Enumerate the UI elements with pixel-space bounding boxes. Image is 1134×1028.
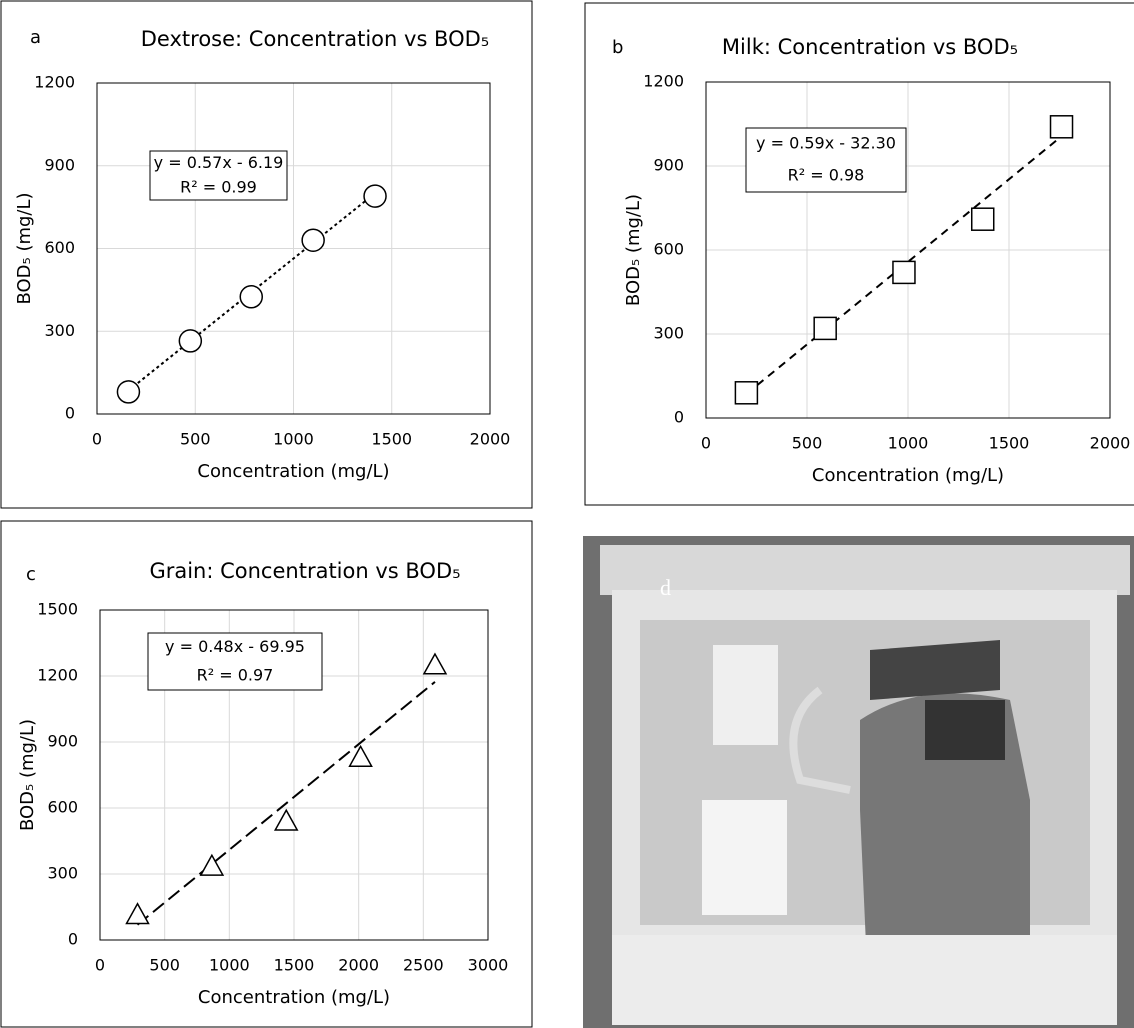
chart-panel: 0 500 1000 1500 2000 0 300 600 900 1200 Milk: Conc… bbox=[584, 2, 1134, 506]
y-tick-label: 0 bbox=[68, 930, 78, 949]
y-tick-label: 600 bbox=[44, 238, 75, 257]
annotation-box bbox=[745, 127, 907, 193]
y-axis-label: BOD₅ (mg/L) bbox=[14, 192, 35, 304]
y-tick-label: 300 bbox=[47, 864, 78, 883]
point bbox=[239, 285, 264, 309]
x-tick-label: 2000 bbox=[470, 430, 511, 449]
x-tick-label: 2000 bbox=[338, 956, 379, 975]
chart-title: Dextrose: Concentration vs BOD₅ bbox=[141, 27, 489, 51]
box-front bbox=[612, 935, 1117, 1025]
annotation: R² = 0.97 bbox=[197, 665, 274, 684]
panel-label: d bbox=[660, 575, 671, 600]
x-tick-label: 1500 bbox=[371, 430, 412, 449]
x-axis-label: Concentration (mg/L) bbox=[197, 461, 389, 482]
x-tick-label: 500 bbox=[149, 956, 180, 975]
x-tick-label: 2000 bbox=[1090, 434, 1131, 453]
point bbox=[301, 228, 325, 252]
panel-border bbox=[0, 0, 533, 509]
sampler-panel bbox=[925, 700, 1005, 760]
x-axis-label: Concentration (mg/L) bbox=[198, 987, 390, 1008]
point bbox=[273, 808, 299, 831]
panel-label: a bbox=[30, 27, 41, 48]
y-tick-label: 1200 bbox=[37, 666, 78, 685]
point bbox=[363, 184, 387, 208]
panel-label: c bbox=[26, 564, 36, 585]
point bbox=[125, 902, 150, 925]
pump bbox=[870, 640, 1000, 700]
y-tick-label: 0 bbox=[65, 404, 75, 423]
x-tick-label: 1500 bbox=[274, 956, 315, 975]
plot-area bbox=[705, 81, 1111, 419]
trendline bbox=[136, 681, 436, 926]
y-tick-label: 600 bbox=[653, 240, 684, 259]
sampler bbox=[860, 693, 1030, 990]
y-tick-label: 900 bbox=[47, 732, 78, 751]
chart-panel: 0 500 1000 1500 2000 2500 3000 0 300 600 900 1200 15… bbox=[0, 520, 533, 1028]
annotation-box bbox=[149, 150, 288, 201]
annotation: R² = 0.98 bbox=[788, 166, 865, 185]
x-tick-label: 2500 bbox=[403, 956, 444, 975]
container bbox=[702, 800, 787, 915]
x-tick-label: 1000 bbox=[273, 430, 314, 449]
y-axis-label: BOD₅ (mg/L) bbox=[623, 194, 644, 306]
point bbox=[813, 316, 837, 341]
chart-panel: 0 500 1000 1500 2000 0 300 600 900 1200 Dextrose: … bbox=[0, 0, 533, 509]
annotation: y = 0.59x - 32.30 bbox=[756, 134, 896, 153]
x-tick-label: 0 bbox=[95, 956, 105, 975]
point bbox=[422, 652, 448, 675]
point bbox=[348, 744, 373, 767]
x-tick-label: 500 bbox=[180, 430, 211, 449]
x-tick-label: 3000 bbox=[468, 956, 509, 975]
panel-border bbox=[0, 520, 533, 1028]
annotation: y = 0.57x - 6.19 bbox=[154, 153, 284, 172]
y-tick-label: 900 bbox=[653, 156, 684, 175]
x-tick-label: 1500 bbox=[989, 434, 1030, 453]
photo-panel: d bbox=[583, 536, 1134, 1028]
point bbox=[892, 260, 916, 285]
point bbox=[734, 381, 759, 405]
point bbox=[1049, 115, 1074, 139]
plot-area bbox=[96, 82, 491, 415]
y-tick-label: 1200 bbox=[34, 73, 75, 92]
x-tick-label: 0 bbox=[92, 430, 102, 449]
y-tick-label: 900 bbox=[44, 155, 75, 174]
x-tick-label: 1000 bbox=[209, 956, 250, 975]
point bbox=[199, 853, 225, 876]
x-tick-label: 500 bbox=[792, 434, 823, 453]
y-tick-label: 300 bbox=[44, 321, 75, 340]
y-tick-label: 1500 bbox=[37, 600, 78, 619]
chart-title: Milk: Concentration vs BOD₅ bbox=[722, 35, 1018, 59]
y-axis-label: BOD₅ (mg/L) bbox=[17, 719, 38, 831]
lid bbox=[600, 545, 1130, 595]
y-tick-label: 600 bbox=[47, 798, 78, 817]
point bbox=[116, 380, 141, 404]
y-tick-label: 1200 bbox=[643, 72, 684, 91]
x-tick-label: 1000 bbox=[888, 434, 929, 453]
panel-border bbox=[584, 2, 1134, 506]
annotation: R² = 0.99 bbox=[180, 177, 257, 196]
point bbox=[970, 207, 995, 231]
tube bbox=[789, 686, 851, 794]
plot-area bbox=[99, 609, 489, 941]
point bbox=[178, 329, 203, 353]
x-tick-label: 0 bbox=[701, 434, 711, 453]
y-tick-label: 0 bbox=[674, 408, 684, 427]
chart-title: Grain: Concentration vs BOD₅ bbox=[149, 559, 460, 583]
x-axis-label: Concentration (mg/L) bbox=[812, 465, 1004, 486]
annotation: y = 0.48x - 69.95 bbox=[165, 637, 305, 656]
y-tick-label: 300 bbox=[653, 324, 684, 343]
annotation-box bbox=[147, 632, 323, 691]
plate bbox=[713, 645, 778, 745]
panel-label: b bbox=[612, 37, 623, 58]
